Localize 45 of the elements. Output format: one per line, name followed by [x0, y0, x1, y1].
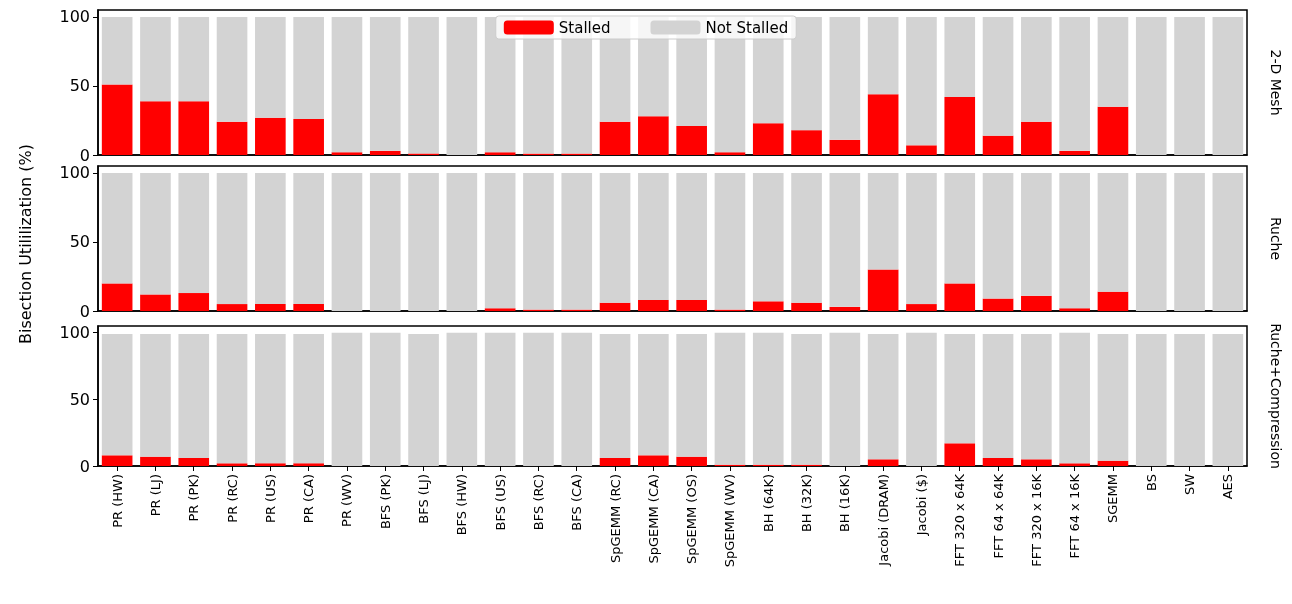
- x-tick-label: PR (HW): [109, 474, 125, 528]
- x-tick-label: FFT 64 x 64K: [990, 473, 1006, 559]
- x-tick-label: FFT 320 x 64K: [952, 473, 968, 567]
- y-tick-label: 50: [69, 389, 90, 409]
- x-tick-label: PR (US): [262, 474, 278, 523]
- y-tick-label: 0: [79, 145, 90, 165]
- x-tick-label: SpGEMM (OS): [684, 474, 700, 564]
- x-tick-label: PR (CA): [301, 474, 317, 524]
- x-tick-label: BH (64K): [760, 474, 776, 533]
- y-tick-label: 0: [79, 301, 90, 321]
- x-tick-label: Jacobi ($): [913, 474, 929, 537]
- x-tick-label: BFS (US): [492, 474, 508, 531]
- x-tick-label: SpGEMM (RC): [607, 474, 623, 563]
- x-tick-label: SW: [1182, 473, 1198, 496]
- x-tick-label: PR (LJ): [147, 474, 163, 517]
- x-tick-label: SpGEMM (WV): [722, 474, 738, 568]
- x-tick-label: SpGEMM (CA): [645, 474, 661, 564]
- y-tick-label: 100: [59, 163, 90, 183]
- x-tick-label: BH (16K): [837, 474, 853, 533]
- x-tick-label: BFS (HW): [454, 474, 470, 536]
- x-tick-label: PR (PK): [186, 474, 202, 522]
- x-tick-label: Jacobi (DRAM): [875, 474, 891, 567]
- x-tick-label: FFT 320 x 16K: [1028, 473, 1044, 567]
- x-tick-label: AES: [1220, 474, 1236, 500]
- x-tick-label: BH (32K): [799, 474, 815, 533]
- x-tick-label: BS: [1143, 474, 1159, 491]
- y-tick-label: 50: [69, 232, 90, 252]
- y-tick-label: 100: [59, 323, 90, 343]
- x-tick-label: BFS (CA): [569, 474, 585, 531]
- x-tick-label: PR (RC): [224, 474, 240, 523]
- y2-axis-title: 2-D Mesh: [1268, 49, 1284, 116]
- y-tick-label: 100: [59, 7, 90, 27]
- x-tick-label: PR (WV): [339, 474, 355, 527]
- y2-axis-title: Ruche: [1268, 216, 1284, 261]
- legend-label: Stalled: [558, 18, 611, 37]
- x-tick-label: BFS (PK): [377, 474, 393, 530]
- legend-label: Not Stalled: [705, 18, 789, 37]
- x-tick-label: FFT 64 x 16K: [1067, 473, 1083, 559]
- y2-axis-title: Ruche+Compression: [1268, 323, 1284, 469]
- y-axis-title: Bisection Utililization (%): [16, 143, 36, 344]
- x-tick-label: BFS (RC): [530, 474, 546, 531]
- y-tick-label: 50: [69, 76, 90, 96]
- y-tick-label: 0: [79, 456, 90, 476]
- x-tick-label: SGEMM: [1105, 474, 1121, 523]
- x-tick-label: BFS (LJ): [416, 474, 432, 524]
